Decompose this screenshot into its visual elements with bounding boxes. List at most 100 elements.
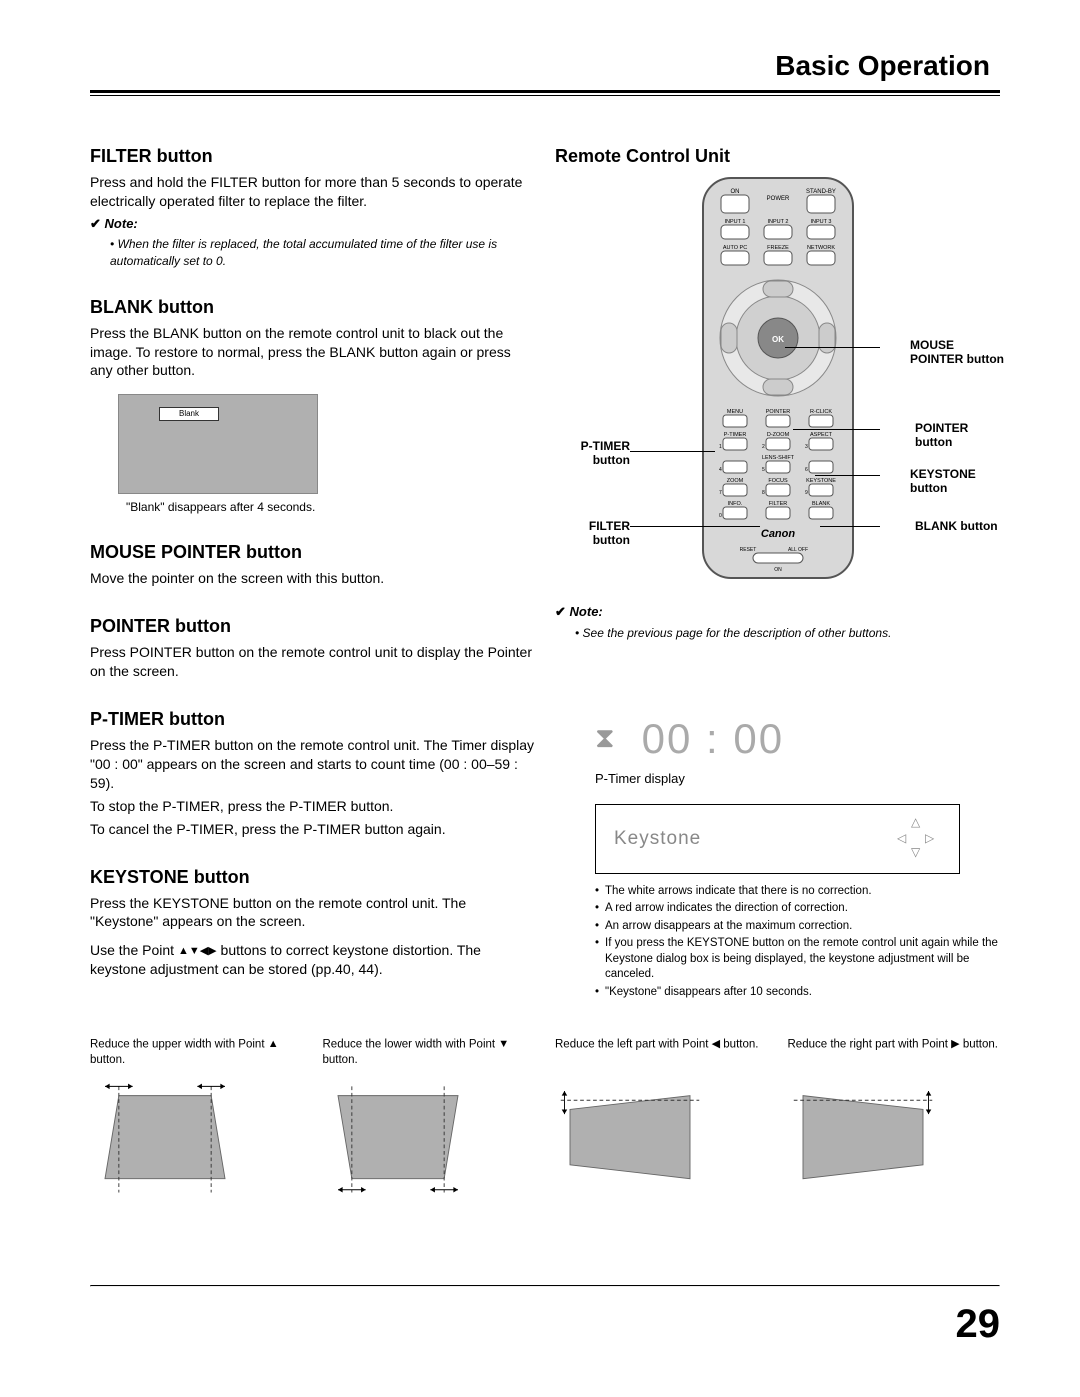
svg-text:P-TIMER: P-TIMER [723,432,746,438]
keystone-body2: Use the Point ▲▼◀▶ buttons to correct ke… [90,941,535,979]
svg-text:LENS-SHIFT: LENS-SHIFT [761,455,794,461]
svg-text:1: 1 [719,444,722,450]
keystone-bullets: The white arrows indicate that there is … [595,884,1000,1001]
page-number: 29 [956,1302,1001,1347]
trapezoid-icon [555,1079,705,1199]
mouse-section: MOUSE POINTER button Move the pointer on… [90,542,535,588]
keystone-arrows-icon: △ ◁ ▷ ▽ [891,819,941,859]
filter-section: FILTER button Press and hold the FILTER … [90,146,535,269]
svg-text:NETWORK: NETWORK [806,245,834,251]
svg-text:Canon: Canon [760,528,795,540]
trapezoid-item: Reduce the upper width with Point ▲ butt… [90,1037,303,1199]
svg-text:OK: OK [772,335,784,344]
blank-caption: "Blank" disappears after 4 seconds. [126,500,535,514]
remote-heading: Remote Control Unit [555,146,1000,167]
mouse-heading: MOUSE POINTER button [90,542,535,563]
keystone-bullet: An arrow disappears at the maximum corre… [595,919,1000,935]
svg-text:ALL OFF: ALL OFF [787,547,807,553]
ptimer-body3: To cancel the P-TIMER, press the P-TIMER… [90,820,535,839]
svg-text:INPUT 2: INPUT 2 [767,219,788,225]
trapezoid-item: Reduce the lower width with Point ▼ butt… [323,1037,536,1199]
callout-blank: BLANK button [915,519,1005,533]
svg-text:MENU: MENU [726,409,742,415]
svg-text:6: 6 [805,467,808,473]
svg-text:D-ZOOM: D-ZOOM [766,432,789,438]
hourglass-icon: ⧗ [595,722,617,755]
footer-rule [90,1285,1000,1287]
ptimer-section: P-TIMER button Press the P-TIMER button … [90,709,535,838]
svg-text:2: 2 [762,444,765,450]
blank-section: BLANK button Press the BLANK button on t… [90,297,535,515]
keystone-dialog: Keystone △ ◁ ▷ ▽ [595,804,960,874]
trapezoid-icon [90,1079,240,1199]
ptimer-display: ⧗ 00 : 00 [595,715,1000,763]
keystone-heading: KEYSTONE button [90,867,535,888]
pointer-body: Press POINTER button on the remote contr… [90,643,535,681]
ptimer-body1: Press the P-TIMER button on the remote c… [90,736,535,793]
svg-text:5: 5 [762,467,765,473]
svg-text:FILTER: FILTER [768,501,787,507]
page-header: Basic Operation [90,50,1000,82]
callout-mouse: MOUSE POINTER button [910,338,1005,367]
remote-figure: MOUSE POINTER button POINTER button KEYS… [555,173,1000,603]
callout-ptimer: P-TIMER button [550,439,630,468]
svg-text:9: 9 [805,490,808,496]
svg-text:KEYSTONE: KEYSTONE [806,478,836,484]
keystone-bullet: The white arrows indicate that there is … [595,884,1000,900]
keystone-bullet: If you press the KEYSTONE button on the … [595,936,1000,983]
mouse-body: Move the pointer on the screen with this… [90,569,535,588]
svg-text:POWER: POWER [766,196,789,202]
svg-text:8: 8 [762,490,765,496]
trapezoids-row: Reduce the upper width with Point ▲ butt… [90,1037,1000,1199]
svg-text:FREEZE: FREEZE [767,245,789,251]
trap-caption: Reduce the right part with Point ▶ butto… [788,1037,1001,1069]
svg-text:STAND-BY: STAND-BY [806,189,836,195]
trap-caption: Reduce the lower width with Point ▼ butt… [323,1037,536,1069]
blank-screen-figure: Blank [118,394,318,494]
svg-text:ZOOM: ZOOM [726,478,743,484]
filter-body: Press and hold the FILTER button for mor… [90,173,535,211]
svg-text:INPUT 3: INPUT 3 [810,219,831,225]
svg-text:ON: ON [774,567,782,573]
pointer-section: POINTER button Press POINTER button on t… [90,616,535,681]
trapezoid-item: Reduce the right part with Point ▶ butto… [788,1037,1001,1199]
ptimer-body2: To stop the P-TIMER, press the P-TIMER b… [90,797,535,816]
blank-body: Press the BLANK button on the remote con… [90,324,535,381]
svg-text:AUTO PC: AUTO PC [722,245,746,251]
ptimer-caption: P-Timer display [595,771,1000,786]
note-label: ✔ Note: [90,215,535,233]
svg-text:FOCUS: FOCUS [768,478,788,484]
svg-text:RESET: RESET [739,547,756,553]
remote-note: • See the previous page for the descript… [555,625,1000,641]
svg-text:4: 4 [719,467,722,473]
filter-heading: FILTER button [90,146,535,167]
trapezoid-icon [788,1079,938,1199]
trap-caption: Reduce the upper width with Point ▲ butt… [90,1037,303,1069]
keystone-body1: Press the KEYSTONE button on the remote … [90,894,535,932]
divider [90,90,1000,93]
svg-text:ON: ON [730,189,739,195]
svg-text:0: 0 [719,513,722,519]
svg-text:7: 7 [719,490,722,496]
pointer-heading: POINTER button [90,616,535,637]
remote-svg: ON POWER STAND-BY INPUT 1 INPUT 2 INPUT … [693,173,863,583]
callout-filter: FILTER button [550,519,630,548]
keystone-dialog-text: Keystone [614,828,701,850]
keystone-bullet: "Keystone" disappears after 10 seconds. [595,985,1000,1001]
svg-text:ASPECT: ASPECT [809,432,832,438]
callout-keystone: KEYSTONE button [910,467,1005,496]
svg-text:INFO.: INFO. [727,501,742,507]
callout-pointer: POINTER button [915,421,1005,450]
svg-text:BLANK: BLANK [811,501,829,507]
note-text: • When the filter is replaced, the total… [90,236,535,268]
blank-label: Blank [159,407,219,421]
ptimer-heading: P-TIMER button [90,709,535,730]
svg-text:INPUT 1: INPUT 1 [724,219,745,225]
keystone-section: KEYSTONE button Press the KEYSTONE butto… [90,867,535,980]
blank-heading: BLANK button [90,297,535,318]
trapezoid-icon [323,1079,473,1199]
svg-text:POINTER: POINTER [765,409,789,415]
keystone-bullet: A red arrow indicates the direction of c… [595,901,1000,917]
remote-note-label: ✔ Note: [555,603,1000,621]
trapezoid-item: Reduce the left part with Point ◀ button… [555,1037,768,1199]
